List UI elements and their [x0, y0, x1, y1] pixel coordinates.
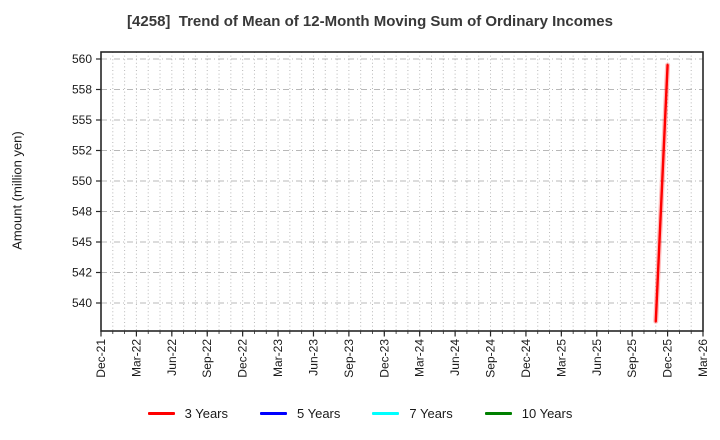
- x-tick-label: Dec-25: [661, 339, 675, 378]
- x-tick-label: Dec-22: [236, 339, 250, 378]
- x-tick-label: Jun-24: [448, 339, 462, 376]
- x-tick-label: Dec-21: [94, 339, 108, 378]
- legend-item-7-years: 7 Years: [372, 406, 453, 421]
- y-tick-label: 555: [72, 113, 92, 127]
- x-tick-label: Jun-25: [590, 339, 604, 376]
- y-tick-label: 548: [72, 205, 92, 219]
- legend-label-3-years: 3 Years: [184, 406, 228, 421]
- y-tick-label: 558: [72, 83, 92, 97]
- series-line-3-years: [654, 63, 669, 323]
- plot-frame: [100, 51, 704, 332]
- legend-label-5-years: 5 Years: [297, 406, 341, 421]
- legend-swatch-5-years: [260, 412, 287, 415]
- legend-item-3-years: 3 Years: [147, 406, 228, 421]
- x-tick-label: Mar-26: [696, 339, 710, 377]
- y-tick-label: 545: [72, 235, 92, 249]
- legend-label-7-years: 7 Years: [409, 406, 453, 421]
- x-tick-label: Mar-25: [554, 339, 568, 377]
- x-tick-label: Sep-25: [625, 339, 639, 378]
- x-tick-label: Dec-23: [377, 339, 391, 378]
- x-tick-label: Jun-22: [165, 339, 179, 376]
- x-tick-label: Dec-24: [519, 339, 533, 378]
- legend-swatch-10-years: [484, 412, 512, 415]
- x-tick-label: Mar-22: [129, 339, 143, 377]
- x-tick-label: Jun-23: [306, 339, 320, 376]
- legend-swatch-7-years: [372, 412, 400, 415]
- y-tick-label: 550: [72, 174, 92, 188]
- y-tick-label: 542: [72, 266, 92, 280]
- legend: 3 Years 5 Years 7 Years 10 Years: [0, 406, 720, 421]
- x-tick-label: Sep-24: [484, 339, 498, 378]
- legend-item-10-years: 10 Years: [484, 406, 573, 421]
- x-tick-label: Sep-23: [342, 339, 356, 378]
- y-tick-label: 540: [72, 296, 92, 310]
- legend-label-10-years: 10 Years: [521, 406, 573, 421]
- x-tick-label: Sep-22: [200, 339, 214, 378]
- legend-swatch-3-years: [147, 412, 175, 415]
- chart-title: [4258] Trend of Mean of 12-Month Moving …: [127, 13, 613, 30]
- x-tick-label: Mar-23: [271, 339, 285, 377]
- x-tick-label: Mar-24: [413, 339, 427, 377]
- y-tick-label: 560: [72, 52, 92, 66]
- y-tick-label: 552: [72, 144, 92, 158]
- legend-item-5-years: 5 Years: [260, 406, 340, 421]
